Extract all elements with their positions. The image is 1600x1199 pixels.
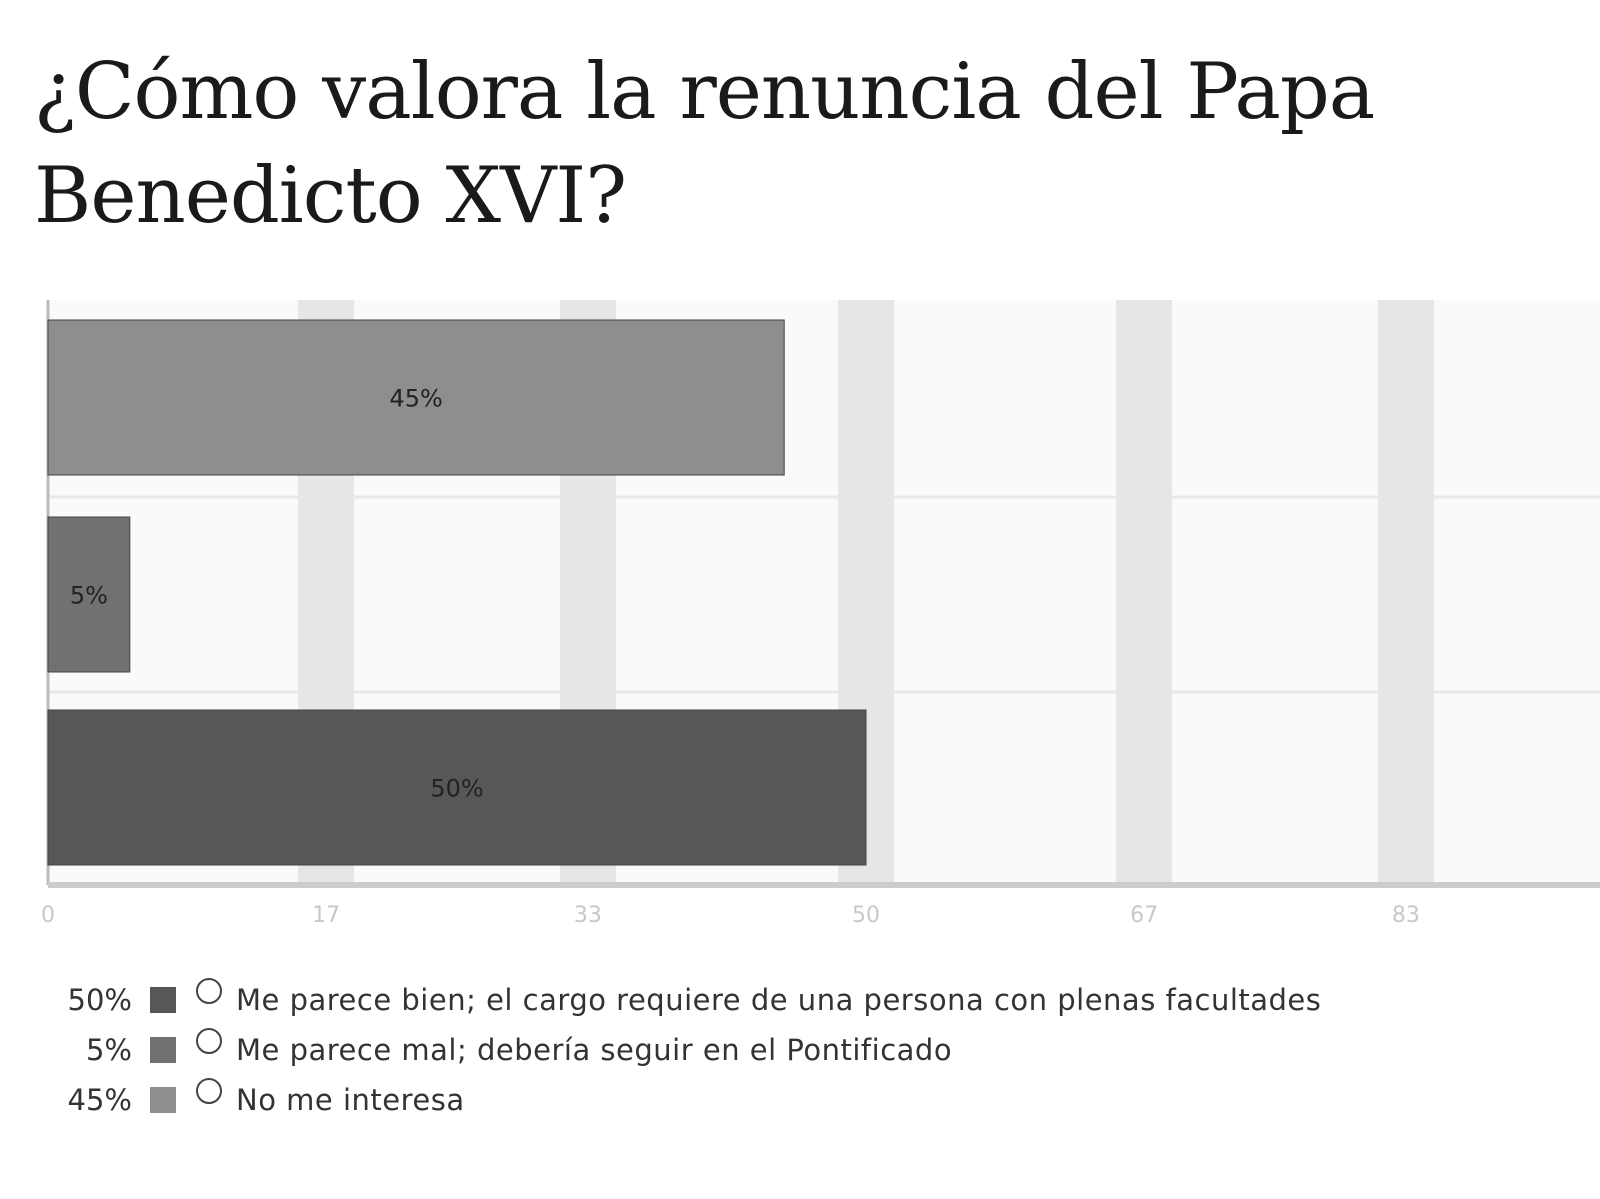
radio-button[interactable] <box>196 1028 222 1054</box>
bar <box>47 319 785 476</box>
bar <box>47 709 867 866</box>
x-tick-label: 50 <box>852 903 880 928</box>
radio-button[interactable] <box>196 978 222 1004</box>
x-tick-label: 67 <box>1130 903 1158 928</box>
legend-label: Me parece mal; debería seguir en el Pont… <box>236 1033 953 1067</box>
legend-swatch <box>150 987 176 1013</box>
x-tick-label: 83 <box>1392 903 1420 928</box>
bar-data-label: 45% <box>389 385 442 413</box>
legend-percent: 5% <box>85 1033 132 1067</box>
legend-item[interactable]: 5% Me parece mal; debería seguir en el P… <box>40 1025 1321 1075</box>
legend-label: No me interesa <box>236 1083 465 1117</box>
radio-button[interactable] <box>196 1078 222 1104</box>
legend-swatch <box>150 1087 176 1113</box>
x-tick-label: 17 <box>312 903 340 928</box>
chart-title: ¿Cómo valora la renuncia del Papa Benedi… <box>34 47 1375 241</box>
grid-band <box>1377 300 1434 885</box>
legend-percent: 45% <box>67 1083 132 1117</box>
grid-band <box>1116 300 1173 885</box>
x-tick-label: 33 <box>574 903 602 928</box>
bar-chart: 45% 5% 50% 0 17 33 50 67 83 <box>41 300 1600 928</box>
legend-swatch <box>150 1037 176 1063</box>
legend-percent: 50% <box>67 983 132 1017</box>
legend-item[interactable]: 50% Me parece bien; el cargo requiere de… <box>40 975 1321 1025</box>
legend-item[interactable]: 45% No me interesa <box>40 1075 1321 1125</box>
bar-data-label: 5% <box>70 582 108 610</box>
legend: 50% Me parece bien; el cargo requiere de… <box>40 975 1321 1125</box>
bar-data-label: 50% <box>430 775 483 803</box>
x-tick-label: 0 <box>41 903 55 928</box>
bar <box>47 516 131 673</box>
legend-label: Me parece bien; el cargo requiere de una… <box>236 983 1322 1017</box>
